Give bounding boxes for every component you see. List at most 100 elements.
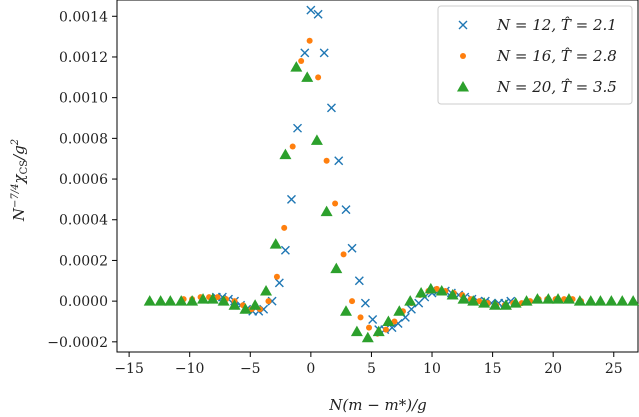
- data-point-triangle: [260, 284, 273, 296]
- data-marks: [143, 5, 639, 343]
- data-point-triangle: [446, 289, 459, 300]
- data-point-triangle: [552, 293, 565, 304]
- data-point-triangle: [415, 286, 428, 298]
- data-point-dot: [340, 251, 347, 258]
- data-point-triangle: [435, 284, 448, 296]
- data-point-dot: [298, 58, 305, 65]
- data-point-triangle: [239, 303, 252, 314]
- x-tick-label: −15: [114, 361, 144, 377]
- data-point-dot: [289, 143, 296, 150]
- data-point-x: [326, 103, 336, 113]
- data-point-x: [293, 123, 303, 133]
- y-tick-label: 0.0004: [59, 213, 108, 229]
- data-point-triangle: [249, 299, 262, 310]
- data-point-x: [354, 276, 364, 286]
- data-point-triangle: [509, 297, 522, 308]
- data-point-triangle: [279, 148, 292, 160]
- data-point-triangle: [393, 305, 406, 316]
- data-point-x: [274, 278, 284, 288]
- data-point-x: [280, 245, 290, 255]
- data-point-x: [300, 48, 310, 58]
- data-point-dot: [357, 314, 364, 321]
- plot-frame: [116, 0, 639, 353]
- data-point-triangle: [542, 293, 555, 304]
- data-point-triangle: [562, 293, 575, 304]
- x-tick-label: 25: [605, 361, 623, 377]
- data-point-dot: [273, 273, 280, 280]
- data-point-x: [306, 5, 316, 15]
- legend-label: N = 16, T̂ = 2.8: [496, 47, 617, 65]
- x-axis-ticks: −15 −10 −5 0 5 10 15 20 25: [114, 352, 623, 377]
- legend-marker-dot: [460, 53, 466, 59]
- data-point-triangle: [616, 295, 629, 306]
- data-point-triangle: [197, 293, 210, 304]
- data-point-x: [334, 156, 344, 166]
- data-point-triangle: [457, 293, 470, 304]
- x-tick-label: 20: [544, 361, 562, 377]
- data-point-triangle: [627, 295, 639, 306]
- data-point-triangle: [330, 262, 343, 274]
- legend-marker-x: [458, 20, 468, 30]
- data-point-dot: [382, 326, 389, 333]
- x-tick-label: −5: [240, 361, 261, 377]
- data-point-x: [406, 304, 416, 314]
- data-point-dot: [306, 37, 313, 44]
- data-point-triangle: [520, 295, 533, 306]
- data-point-dot: [281, 224, 288, 231]
- x-tick-label: 0: [306, 361, 315, 377]
- data-point-dot: [315, 74, 322, 81]
- data-point-triangle: [301, 71, 314, 82]
- y-label-subscript: CS: [19, 160, 30, 175]
- y-tick-label: 0.0008: [59, 131, 108, 147]
- legend-box: [437, 5, 633, 105]
- x-tick-label: 10: [423, 361, 441, 377]
- data-point-dot: [214, 294, 221, 301]
- data-point-triangle: [489, 299, 502, 310]
- data-point-triangle: [175, 295, 188, 306]
- data-point-triangle: [573, 295, 586, 306]
- y-label-exponent-2: 2: [10, 139, 21, 146]
- data-point-dot: [332, 200, 339, 207]
- y-label-chi: χ: [10, 174, 28, 185]
- data-point-triangle: [339, 305, 352, 316]
- data-point-triangle: [605, 295, 618, 306]
- data-point-triangle: [143, 295, 156, 306]
- y-tick-label: 0.0014: [59, 9, 108, 25]
- data-point-x: [347, 243, 357, 253]
- data-point-triangle: [382, 315, 395, 326]
- data-point-x: [368, 314, 378, 324]
- legend-entries: N = 12, T̂ = 2.1 N = 16, T̂ = 2.8 N = 20, …: [457, 16, 617, 96]
- data-point-x: [319, 48, 329, 58]
- data-point-x: [313, 9, 323, 19]
- data-point-triangle: [320, 205, 333, 217]
- data-point-x: [286, 194, 296, 204]
- x-tick-label: 5: [367, 361, 376, 377]
- y-tick-label: −0.0002: [47, 335, 108, 351]
- data-point-dot: [323, 157, 330, 164]
- data-point-dot: [391, 318, 398, 325]
- legend-label: N = 12, T̂ = 2.1: [496, 16, 617, 34]
- data-point-triangle: [269, 238, 282, 249]
- data-point-triangle: [499, 299, 512, 310]
- data-point-dot: [366, 324, 373, 331]
- data-point-triangle: [350, 325, 363, 337]
- x-tick-label: −10: [175, 361, 205, 377]
- data-point-x: [360, 298, 370, 308]
- y-label-base: N: [10, 207, 28, 222]
- data-point-triangle: [217, 295, 230, 306]
- data-point-x: [341, 205, 351, 215]
- y-tick-label: 0.0012: [59, 50, 108, 66]
- legend-label: N = 20, T̂ = 3.5: [496, 78, 617, 96]
- data-point-triangle: [594, 295, 607, 306]
- data-point-triangle: [584, 295, 597, 306]
- data-point-triangle: [186, 295, 199, 306]
- data-point-triangle: [228, 299, 241, 310]
- data-point-triangle: [531, 293, 544, 304]
- data-point-triangle: [290, 61, 303, 72]
- data-point-triangle: [424, 282, 437, 294]
- x-tick-label: 15: [484, 361, 502, 377]
- y-axis-ticks: −0.0002 0.0000 0.0002 0.0004 0.0006 0.0008 0.0…: [47, 9, 117, 351]
- data-point-triangle: [206, 293, 219, 304]
- data-point-triangle: [310, 134, 323, 145]
- y-tick-label: 0.0006: [59, 172, 108, 188]
